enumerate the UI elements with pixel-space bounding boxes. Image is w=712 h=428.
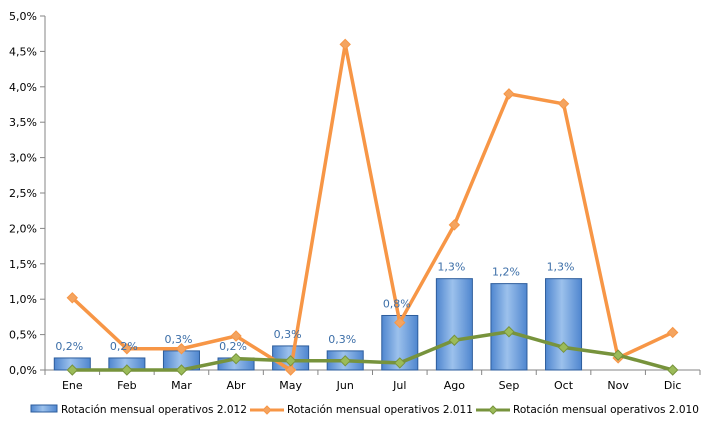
series-2011-point (394, 316, 406, 329)
series-2010-point (667, 364, 679, 376)
bar-data-label: 0,3% (274, 328, 302, 341)
y-tick-label: 4,0% (9, 81, 37, 94)
series-2010-point (284, 355, 297, 367)
bar-series-2012 (53, 278, 583, 371)
bar-data-label: 0,2% (219, 340, 247, 353)
x-tick-label: Jun (336, 379, 354, 392)
y-tick-label: 2,0% (9, 222, 37, 235)
series-2010-point (121, 364, 133, 376)
bar-data-label: 0,8% (383, 297, 411, 310)
series-2010-point (503, 326, 515, 338)
series-2011-point (66, 292, 78, 304)
bar-data-label: 1,3% (437, 261, 465, 274)
series-2011-point (121, 343, 133, 355)
bar-data-label: 1,2% (492, 266, 520, 279)
bar-data-label: 0,3% (328, 333, 356, 346)
x-tick-label: Feb (117, 379, 136, 392)
x-tick-label: Nov (607, 379, 629, 392)
x-tick-label: Oct (554, 379, 574, 392)
series-2011-line (71, 42, 674, 372)
series-2010-point (448, 334, 461, 346)
y-tick-label: 2,5% (9, 187, 37, 200)
y-tick-label: 5,0% (9, 10, 37, 23)
data-labels: 0,2% 0,2% 0,3% 0,2% 0,3% 0,3% 0,8% 1,3% 1,2% 1,3% (55, 261, 574, 353)
series-2011-point (230, 330, 242, 342)
series-2010-point (66, 364, 78, 376)
series-2010-line (72, 330, 674, 372)
x-tick-label: Abr (227, 379, 247, 392)
legend-label-2010: Rotación mensual operativos 2.010 (513, 404, 699, 416)
x-tick-label: Mar (171, 379, 192, 392)
y-tick-label: 4,5% (9, 45, 37, 58)
series-2011-point (284, 364, 297, 376)
y-tick-label: 3,0% (9, 152, 37, 165)
series-2010-point (394, 357, 406, 369)
y-tick-label: 1,5% (9, 258, 37, 271)
legend-key-2011-marker (262, 405, 272, 415)
x-tick-label: Ago (444, 379, 466, 392)
series-2010-point (339, 355, 351, 367)
bar-data-label: 0,2% (110, 340, 138, 353)
y-tick-label: 0,5% (9, 329, 37, 342)
x-tick-label: Ene (62, 379, 83, 392)
series-2011-point (557, 98, 570, 110)
bar-2012 (545, 278, 583, 371)
x-tick-label: Sep (499, 379, 520, 392)
series-2011-point (175, 343, 188, 355)
bar-data-label: 0,3% (164, 333, 192, 346)
legend-label-2011: Rotación mensual operativos 2.011 (287, 404, 473, 416)
line-series (66, 38, 679, 376)
legend: Rotación mensual operativos 2.012 Rotació… (30, 404, 699, 416)
legend-key-2012 (30, 404, 58, 413)
series-2011-point (667, 326, 679, 339)
series-2010-point (175, 364, 188, 376)
y-tick-label: 3,5% (9, 116, 37, 129)
legend-key-2010-marker (488, 405, 498, 415)
legend-label-2012: Rotación mensual operativos 2.012 (61, 404, 247, 416)
y-tick-label: 1,0% (9, 293, 37, 306)
x-tick-label: Jul (392, 379, 406, 392)
series-2011-point (503, 88, 515, 100)
bar-data-label: 1,3% (547, 261, 575, 274)
bar-data-label: 0,2% (55, 340, 83, 353)
bar-2012 (435, 278, 473, 371)
x-tick-label: Dic (664, 379, 682, 392)
series-2011-point (339, 38, 351, 51)
series-2011-point (448, 219, 461, 231)
series-2010-point (230, 352, 242, 365)
series-2010-point (557, 341, 570, 354)
axes: 0,0% 0,5% 1,0% 1,5% 2,0% 2,5% 3,0% 3,5% 4,0% 4,5%… (9, 10, 701, 392)
series-2010-point (612, 349, 624, 361)
y-tick-label: 0,0% (9, 364, 37, 377)
x-tick-label: May (279, 379, 302, 392)
